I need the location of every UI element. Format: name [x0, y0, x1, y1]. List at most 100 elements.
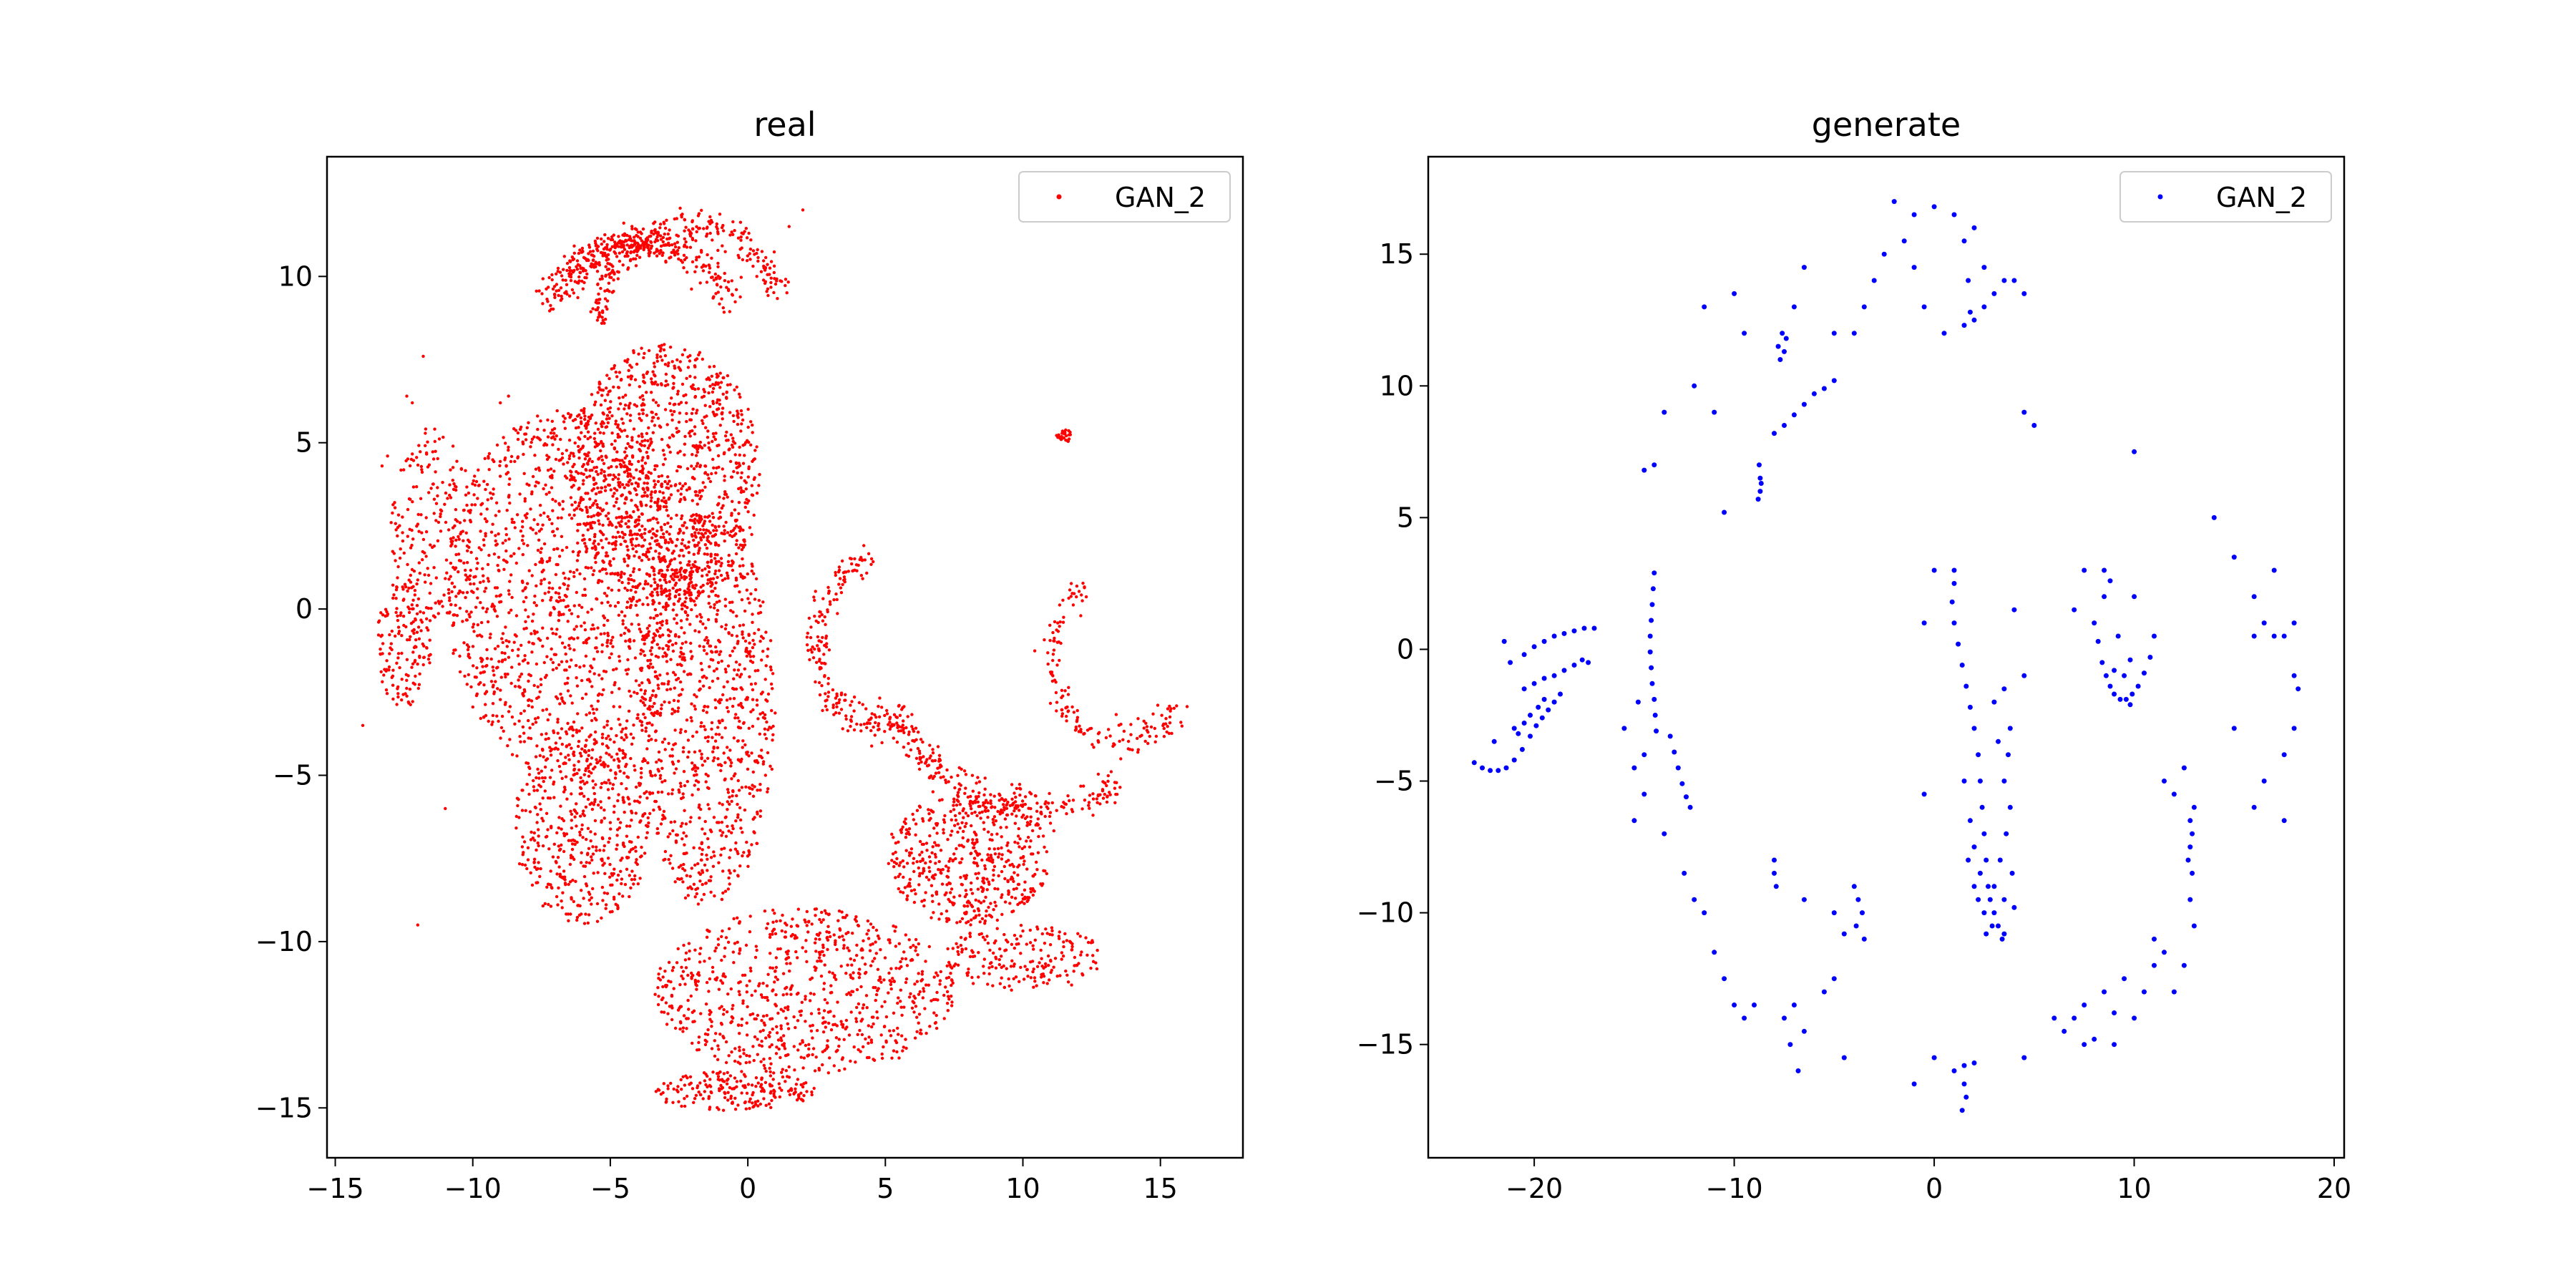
scatter-point	[768, 1066, 771, 1070]
scatter-point	[616, 425, 620, 429]
scatter-point	[560, 697, 564, 701]
scatter-point	[642, 712, 645, 716]
scatter-point	[629, 574, 633, 577]
scatter-point	[576, 744, 580, 748]
scatter-point	[668, 701, 671, 704]
scatter-point	[483, 457, 487, 460]
scatter-point	[536, 685, 540, 688]
scatter-point	[693, 531, 697, 535]
y-tick-label: −10	[255, 926, 313, 957]
scatter-point	[538, 504, 542, 507]
scatter-point	[629, 374, 633, 378]
scatter-point	[760, 1044, 764, 1048]
scatter-point	[582, 664, 586, 668]
scatter-point	[646, 582, 650, 586]
scatter-point	[585, 837, 588, 841]
scatter-point	[506, 673, 509, 676]
scatter-point	[701, 882, 704, 887]
scatter-point	[611, 645, 615, 648]
scatter-point	[632, 723, 635, 727]
scatter-point	[520, 789, 524, 792]
scatter-point	[679, 1021, 683, 1025]
scatter-point	[531, 474, 535, 479]
scatter-point	[770, 767, 774, 771]
scatter-point	[726, 706, 729, 710]
scatter-point	[992, 873, 995, 877]
scatter-point	[679, 492, 683, 496]
scatter-point	[620, 459, 624, 462]
scatter-point	[660, 790, 664, 794]
scatter-point	[462, 641, 466, 645]
scatter-point	[589, 523, 592, 527]
scatter-point	[738, 675, 742, 678]
scatter-point	[599, 786, 602, 789]
scatter-point	[595, 552, 599, 555]
scatter-point	[701, 827, 704, 831]
scatter-point	[701, 489, 704, 492]
scatter-point	[1006, 841, 1010, 845]
scatter-point	[678, 877, 681, 882]
scatter-point	[802, 1056, 806, 1060]
scatter-point	[676, 706, 680, 710]
scatter-point	[731, 686, 735, 691]
scatter-point	[741, 854, 744, 858]
scatter-point	[759, 1060, 763, 1063]
scatter-point	[659, 584, 663, 587]
scatter-point	[963, 894, 967, 899]
scatter-point	[678, 587, 682, 592]
scatter-point	[564, 756, 567, 759]
scatter-point	[598, 431, 602, 434]
scatter-point	[751, 708, 755, 712]
scatter-point	[535, 480, 538, 484]
scatter-point	[648, 811, 652, 816]
scatter-point	[605, 386, 608, 390]
scatter-point	[539, 513, 542, 517]
scatter-point	[686, 605, 689, 610]
scatter-point	[743, 743, 747, 747]
scatter-point	[871, 960, 874, 963]
scatter-point	[663, 560, 667, 563]
scatter-point	[675, 392, 680, 396]
scatter-point	[706, 705, 710, 708]
scatter-point	[698, 516, 701, 520]
scatter-point	[673, 1026, 678, 1030]
scatter-point	[952, 852, 956, 856]
scatter-point	[668, 862, 672, 865]
scatter-point	[1003, 900, 1008, 904]
scatter-point	[818, 917, 821, 922]
scatter-point	[581, 836, 585, 839]
scatter-point	[592, 627, 596, 630]
scatter-point	[685, 376, 688, 380]
scatter-point	[683, 348, 687, 352]
scatter-point	[586, 514, 590, 519]
scatter-point	[658, 490, 662, 494]
scatter-point	[628, 459, 632, 464]
scatter-point	[688, 560, 691, 563]
scatter-point	[1036, 851, 1040, 854]
scatter-point	[796, 1019, 800, 1023]
scatter-point	[663, 816, 667, 820]
scatter-point	[657, 571, 661, 575]
scatter-point	[682, 746, 686, 750]
scatter-point	[570, 612, 574, 615]
scatter-point	[865, 1055, 869, 1060]
scatter-point	[697, 1035, 701, 1039]
scatter-point	[706, 473, 710, 477]
scatter-point	[513, 526, 517, 530]
scatter-point	[501, 632, 505, 635]
scatter-point	[531, 642, 535, 645]
scatter-point	[565, 744, 569, 748]
scatter-point	[631, 455, 635, 459]
scatter-point	[777, 1047, 781, 1051]
scatter-point	[950, 979, 954, 982]
scatter-point	[766, 922, 770, 926]
scatter-point	[731, 677, 736, 680]
scatter-point	[935, 844, 938, 847]
scatter-point	[547, 736, 550, 741]
scatter-point	[567, 758, 571, 761]
scatter-point	[712, 669, 716, 673]
scatter-point	[731, 439, 735, 444]
scatter-point	[598, 570, 602, 573]
scatter-point	[615, 667, 618, 670]
scatter-point	[626, 441, 630, 446]
